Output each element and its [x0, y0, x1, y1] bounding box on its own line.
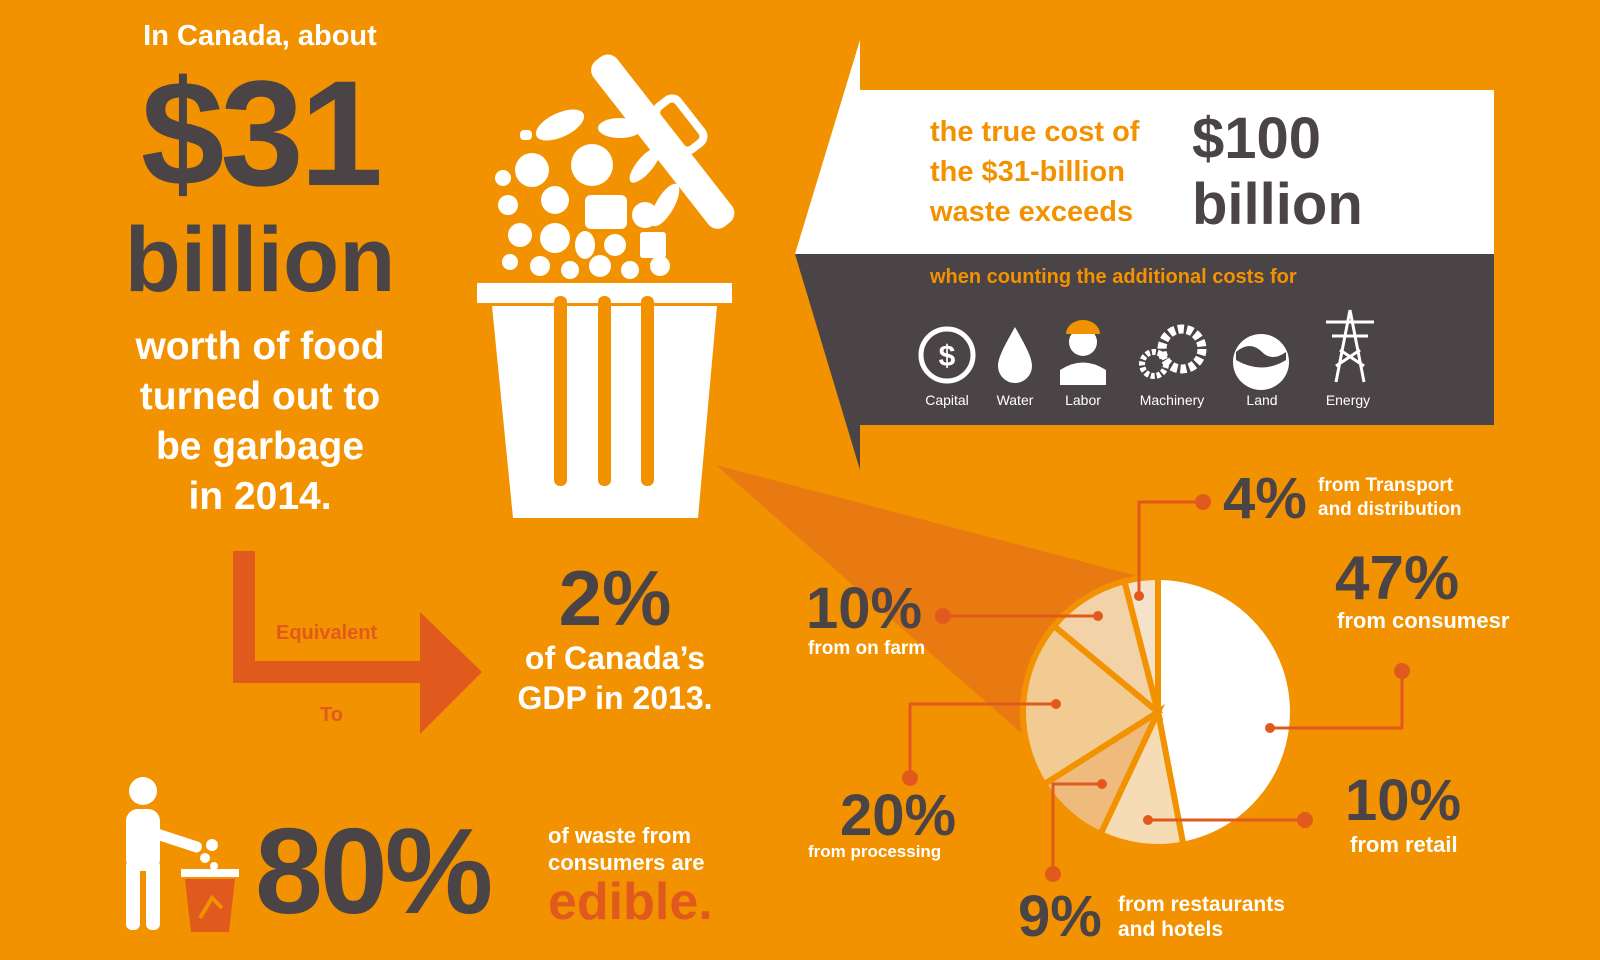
pie-label-transport-value: 4% [1223, 466, 1307, 531]
worker-icon [1069, 328, 1097, 356]
gdp-percent: 2% [558, 554, 672, 642]
pie-label-consumers-desc: from consumesr [1337, 608, 1510, 633]
callout-restaurants-dot [1045, 866, 1061, 882]
edible-percent: 80% [255, 803, 493, 939]
cost-label-machinery: Machinery [1139, 392, 1205, 408]
true-cost-line-1: the true cost of [930, 116, 1140, 148]
pie-label-farm-desc: from on farm [808, 638, 926, 659]
water-drop-icon [998, 327, 1032, 383]
equivalent-label: Equivalent [276, 622, 378, 644]
pie-callouts [902, 494, 1410, 882]
pie-label-processing-desc: from processing [808, 842, 942, 861]
food-pile-icon [495, 109, 680, 279]
cost-icons: $ [918, 309, 1374, 390]
callout-consumers-line [1270, 671, 1404, 730]
headline-line-4: in 2014. [188, 475, 332, 518]
cost-label-water: Water [996, 392, 1034, 408]
cost-label-labor: Labor [1065, 392, 1101, 408]
pie-label-retail-desc: from retail [1350, 832, 1458, 857]
pie-label-restaurants-value: 9% [1018, 884, 1102, 949]
pie-label-restaurants-desc-1: from restaurants [1118, 893, 1285, 916]
headline-amount: $31 [140, 49, 383, 217]
callout-processing-dot [902, 770, 918, 786]
true-cost-banner-white [795, 40, 1494, 254]
equivalent-to-label: To [320, 704, 343, 726]
true-cost-line-3: waste exceeds [930, 196, 1134, 228]
edible-desc-line-2: consumers are [548, 850, 705, 875]
power-tower-icon [1326, 309, 1374, 383]
edible-desc-line-1: of waste from [548, 823, 692, 848]
globe-land-mass-shape [1236, 346, 1286, 368]
callout-processing-anchor [1051, 699, 1061, 709]
headline-unit: billion [124, 209, 396, 311]
cost-label-capital: Capital [925, 392, 969, 408]
worker-body-shape [1060, 362, 1106, 385]
callout-consumers-anchor [1265, 723, 1275, 733]
dollar-coin-icon [918, 326, 976, 384]
pie-label-farm-value: 10% [806, 576, 923, 641]
cost-label-land: Land [1246, 392, 1278, 408]
true-cost-subtitle: when counting the additional costs for [930, 266, 1297, 288]
callout-farm-dot [935, 608, 951, 624]
callout-retail-anchor [1143, 815, 1153, 825]
true-cost-line-2: the $31-billion [930, 156, 1125, 188]
callout-farm-anchor [1093, 611, 1103, 621]
pie-slice-consumers [1155, 573, 1296, 849]
trash-can-icon [477, 54, 735, 518]
headline-line-3: be garbage [155, 425, 365, 468]
gdp-desc-line-2: GDP in 2013. [517, 680, 713, 716]
pie-label-restaurants-desc-2: and hotels [1118, 918, 1224, 941]
equivalent-arrow [233, 551, 482, 734]
worker-helmet-shape [1066, 320, 1100, 334]
pie-label-consumers-value: 47% [1335, 544, 1460, 613]
headline-intro: In Canada, about [143, 20, 377, 52]
callout-transport-dot [1195, 494, 1211, 510]
gdp-desc-line-1: of Canada’s [524, 640, 706, 676]
small-gear-shape [1139, 349, 1169, 379]
gears-icon [1157, 324, 1207, 374]
callout-restaurants-anchor [1097, 779, 1107, 789]
callout-processing-line [908, 702, 1056, 778]
edible-highlight: edible. [548, 873, 713, 931]
callout-retail-dot [1297, 812, 1313, 828]
pie-label-transport-desc-1: from Transport [1318, 475, 1454, 496]
callout-transport-line [1137, 500, 1203, 596]
true-cost-amount: $100 [1192, 106, 1322, 171]
pie-slice-transport [1120, 573, 1161, 713]
callout-consumers-dot [1394, 663, 1410, 679]
dollar-sign-glyph: $ [939, 340, 956, 373]
true-cost-unit: billion [1192, 172, 1363, 237]
callout-transport-anchor [1134, 591, 1144, 601]
pie-label-processing-value: 20% [840, 783, 957, 848]
pie-label-transport-desc-2: and distribution [1318, 499, 1462, 520]
pie-label-retail-value: 10% [1345, 768, 1462, 833]
pie-chart [1020, 573, 1296, 850]
cost-label-energy: Energy [1325, 392, 1371, 408]
headline-line-1: worth of food [135, 325, 385, 368]
callout-restaurants-line [1051, 782, 1102, 874]
person-throwing-trash-icon [126, 777, 239, 932]
headline-line-2: turned out to [139, 375, 381, 418]
